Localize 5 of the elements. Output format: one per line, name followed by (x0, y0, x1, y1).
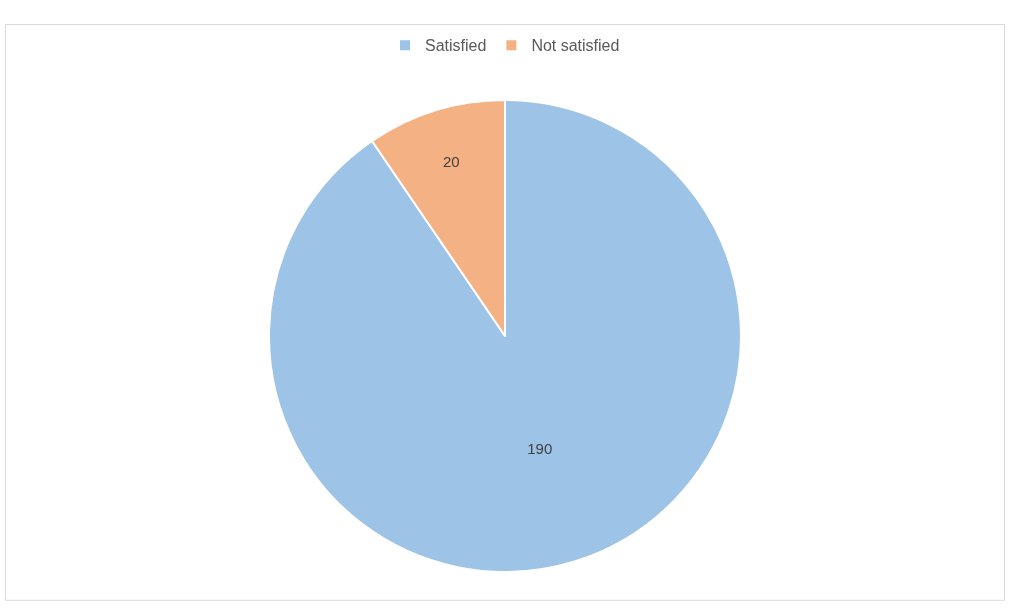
data-label: 20 (442, 153, 460, 171)
pie-slice (268, 99, 742, 573)
legend-label: Satisfied (425, 37, 487, 55)
data-label: 190 (527, 440, 553, 458)
legend-label: Not satisfied (531, 37, 620, 55)
